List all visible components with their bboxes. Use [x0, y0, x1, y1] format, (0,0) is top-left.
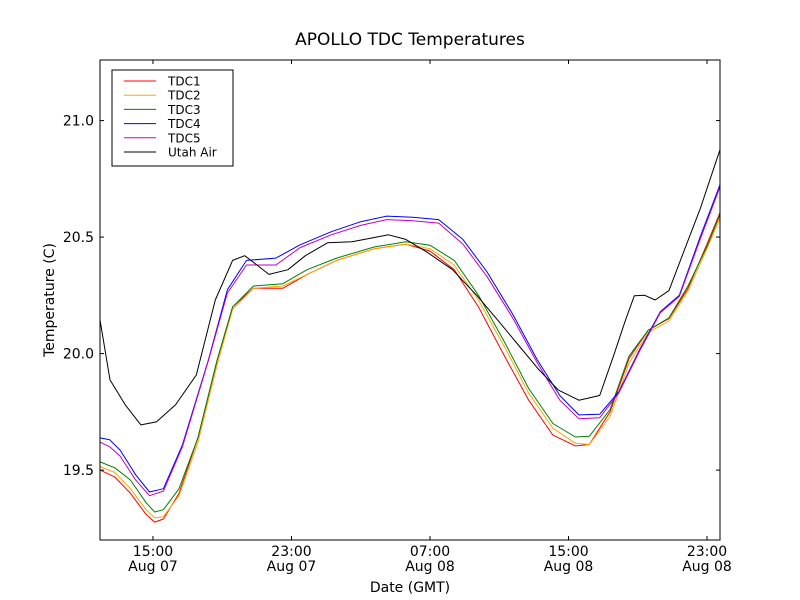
series-line-utah-air	[99, 149, 721, 426]
chart-title: APOLLO TDC Temperatures	[295, 30, 525, 50]
series-line-tdc3	[99, 214, 721, 513]
x-tick-label-time: 15:00	[548, 544, 588, 560]
legend-label-utah-air: Utah Air	[168, 146, 217, 160]
x-tick-label-time: 07:00	[410, 544, 450, 560]
x-tick-label-time: 23:00	[687, 544, 727, 560]
legend-label-tdc4: TDC4	[167, 117, 201, 131]
x-tick-label-time: 15:00	[133, 544, 173, 560]
x-tick-label-date: Aug 08	[405, 559, 455, 575]
series-layer	[99, 149, 721, 523]
y-tick-label: 20.0	[63, 347, 94, 363]
legend-label-tdc5: TDC5	[167, 131, 201, 145]
x-tick-label-date: Aug 08	[544, 559, 594, 575]
y-axis-label: Temperature (C)	[42, 243, 58, 358]
x-tick-label-time: 23:00	[271, 544, 311, 560]
y-tick-label: 19.5	[63, 463, 94, 479]
x-axis-label: Date (GMT)	[370, 580, 450, 596]
legend-label-tdc3: TDC3	[167, 103, 201, 117]
y-tick-label: 21.0	[63, 114, 94, 130]
y-tick-label: 20.5	[63, 230, 94, 246]
series-line-tdc2	[99, 218, 721, 519]
x-tick-label-date: Aug 07	[128, 559, 178, 575]
series-line-tdc4	[99, 184, 721, 493]
x-tick-label-date: Aug 08	[682, 559, 732, 575]
plot-frame	[99, 59, 721, 541]
x-tick-label-date: Aug 07	[267, 559, 317, 575]
legend-label-tdc2: TDC2	[167, 89, 201, 103]
series-line-tdc5	[99, 186, 721, 497]
legend-frame	[111, 69, 234, 167]
legend-label-tdc1: TDC1	[167, 75, 201, 89]
